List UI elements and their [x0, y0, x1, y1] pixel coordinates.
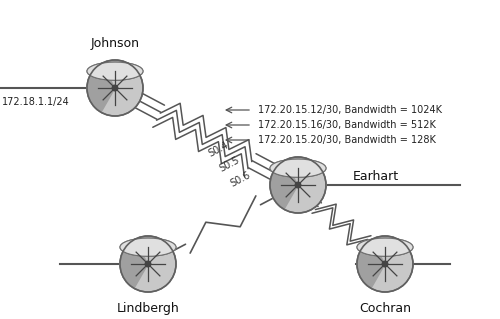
Circle shape — [87, 60, 143, 116]
Circle shape — [120, 236, 176, 292]
Ellipse shape — [120, 238, 176, 256]
Text: 172.20.15.20/30, Bandwidth = 128K: 172.20.15.20/30, Bandwidth = 128K — [258, 135, 436, 145]
Text: S0.6: S0.6 — [228, 170, 252, 189]
Circle shape — [357, 236, 413, 292]
Ellipse shape — [357, 238, 413, 256]
Circle shape — [382, 261, 388, 267]
Circle shape — [270, 157, 326, 213]
Text: Cochran: Cochran — [359, 302, 411, 315]
Text: Johnson: Johnson — [90, 37, 140, 50]
Wedge shape — [120, 240, 148, 288]
Circle shape — [112, 85, 118, 91]
Text: S0.5: S0.5 — [218, 155, 241, 174]
Text: S0.4: S0.4 — [206, 140, 230, 159]
Wedge shape — [87, 64, 115, 112]
Ellipse shape — [270, 159, 326, 177]
Ellipse shape — [357, 238, 413, 256]
Circle shape — [295, 182, 301, 188]
Text: 172.18.1.1/24: 172.18.1.1/24 — [2, 97, 70, 107]
Ellipse shape — [87, 62, 143, 80]
Text: Lindbergh: Lindbergh — [116, 302, 180, 315]
Ellipse shape — [87, 62, 143, 80]
Wedge shape — [357, 240, 385, 288]
Text: 172.20.15.16/30, Bandwidth = 512K: 172.20.15.16/30, Bandwidth = 512K — [258, 120, 436, 130]
Circle shape — [145, 261, 151, 267]
Text: Earhart: Earhart — [353, 170, 399, 183]
Ellipse shape — [120, 238, 176, 256]
Text: 172.20.15.12/30, Bandwidth = 1024K: 172.20.15.12/30, Bandwidth = 1024K — [258, 105, 442, 115]
Wedge shape — [270, 161, 298, 209]
Ellipse shape — [270, 159, 326, 177]
